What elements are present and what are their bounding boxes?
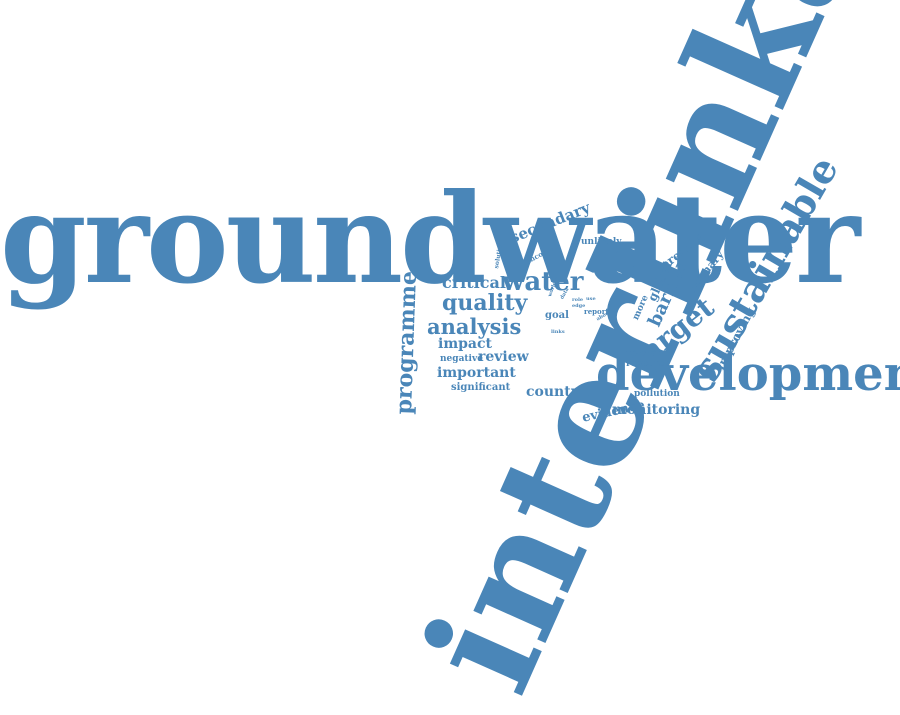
word-development: development bbox=[596, 346, 900, 402]
word-resource: resource bbox=[626, 359, 671, 369]
word-analysis: analysis bbox=[427, 314, 522, 339]
word-role: role bbox=[572, 297, 584, 303]
word-important: important bbox=[437, 365, 516, 381]
word-monitoring: monitoring bbox=[612, 402, 701, 418]
word-significant: significant bbox=[451, 382, 511, 393]
word-edge: edge bbox=[572, 303, 586, 309]
word-goal: goal bbox=[545, 310, 569, 321]
word-use: use bbox=[586, 296, 596, 302]
word-programme: programme bbox=[391, 270, 422, 415]
word-water: water bbox=[502, 267, 584, 297]
word-critical: critical bbox=[442, 273, 506, 292]
word-links: links bbox=[551, 329, 565, 335]
word-review: review bbox=[478, 349, 529, 365]
word-unlikely: unlikely bbox=[581, 237, 622, 247]
word-quality: quality bbox=[442, 290, 528, 316]
word-relevant: relevant bbox=[626, 349, 668, 359]
word-negative: negative bbox=[440, 354, 483, 364]
word-report: report bbox=[584, 307, 609, 316]
word-impact: impact bbox=[438, 336, 492, 352]
word-pollution: pollution bbox=[634, 389, 680, 399]
word-countrie: countrie bbox=[526, 384, 593, 400]
word-groundwater: groundwater bbox=[0, 167, 860, 312]
